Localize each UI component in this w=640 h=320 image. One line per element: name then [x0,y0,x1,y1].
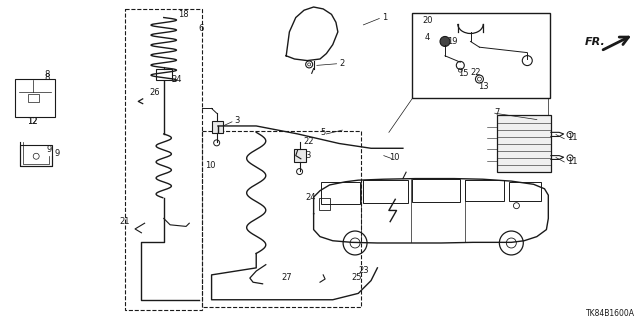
Text: 26: 26 [149,88,160,97]
Text: 2: 2 [339,59,344,68]
Text: 1: 1 [383,13,388,22]
Text: 24: 24 [305,193,316,202]
Text: 6: 6 [199,24,204,33]
Text: 3: 3 [234,116,239,125]
Bar [294,149,306,162]
Text: 5: 5 [320,128,325,137]
Text: 10: 10 [205,161,216,170]
Bar [15,79,54,117]
Bar [321,182,360,204]
Text: 12: 12 [27,117,37,126]
Text: FR.: FR. [585,37,605,47]
Bar [156,68,172,80]
Bar [465,180,504,201]
Text: 7: 7 [495,108,500,117]
Text: 20: 20 [422,16,433,25]
Text: 13: 13 [478,82,489,91]
Circle shape [440,36,450,46]
Text: 21: 21 [119,217,130,226]
Text: 8: 8 [45,73,50,82]
Bar [28,94,40,102]
Text: 24: 24 [172,75,182,84]
Text: 22: 22 [303,137,314,147]
Bar [412,179,460,202]
Text: 15: 15 [458,69,468,78]
Text: 9: 9 [46,145,52,154]
Text: 10: 10 [389,153,399,162]
Bar [319,198,330,211]
Bar [202,131,362,307]
Text: 19: 19 [447,37,458,46]
Bar [364,180,408,203]
Bar [497,116,551,172]
Bar [20,145,52,166]
Text: 3: 3 [305,151,310,160]
Bar [412,13,550,98]
Text: 23: 23 [358,266,369,275]
Text: 11: 11 [568,157,578,166]
Bar [125,9,202,310]
Text: 18: 18 [179,10,189,19]
Text: 22: 22 [470,68,481,77]
Text: 12: 12 [27,117,37,126]
Bar [509,182,541,201]
Text: TK84B1600A: TK84B1600A [586,309,635,318]
Text: 11: 11 [568,133,578,142]
Text: 27: 27 [282,273,292,282]
Text: 8: 8 [45,70,50,79]
Text: 4: 4 [424,33,430,42]
Bar [212,121,223,133]
Text: 25: 25 [351,273,362,282]
Text: 9: 9 [54,148,60,157]
